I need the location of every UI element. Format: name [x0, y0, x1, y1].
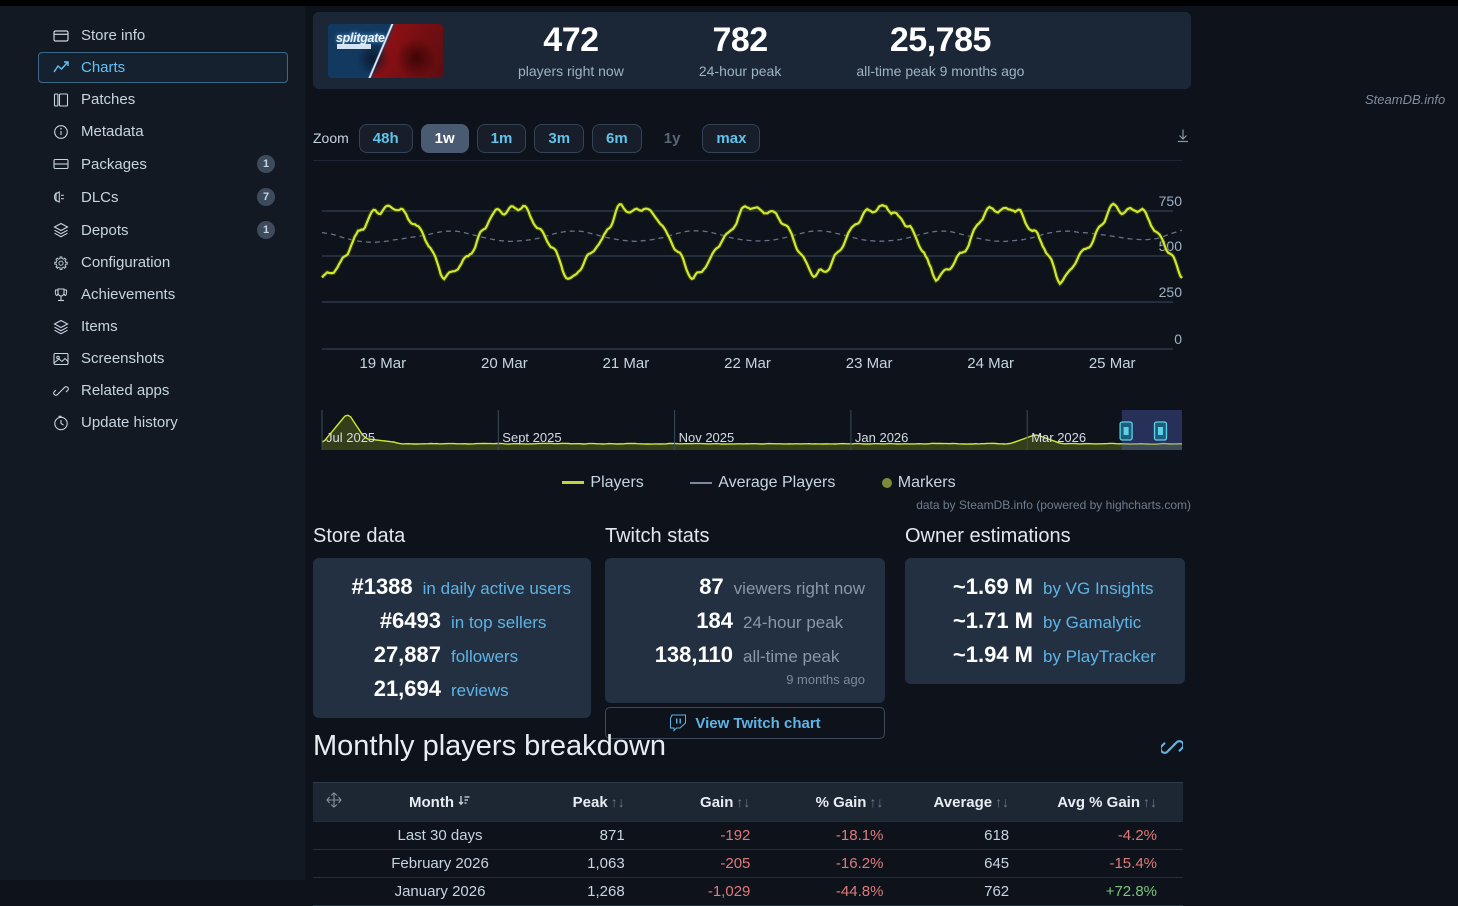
svg-text:Nov 2025: Nov 2025	[679, 430, 735, 445]
svg-text:0: 0	[1174, 331, 1182, 347]
svg-text:750: 750	[1159, 193, 1183, 209]
svg-text:21 Mar: 21 Mar	[603, 355, 650, 371]
svg-text:24 Mar: 24 Mar	[967, 355, 1014, 371]
svg-text:25 Mar: 25 Mar	[1089, 355, 1136, 371]
svg-text:Jul 2025: Jul 2025	[326, 430, 375, 445]
svg-text:19 Mar: 19 Mar	[359, 355, 406, 371]
svg-text:Sept 2025: Sept 2025	[502, 430, 561, 445]
svg-text:23 Mar: 23 Mar	[846, 355, 893, 371]
svg-text:250: 250	[1159, 284, 1183, 300]
svg-text:22 Mar: 22 Mar	[724, 355, 771, 371]
svg-text:Jan 2026: Jan 2026	[855, 430, 909, 445]
svg-text:Mar 2026: Mar 2026	[1031, 430, 1086, 445]
svg-text:20 Mar: 20 Mar	[481, 355, 528, 371]
